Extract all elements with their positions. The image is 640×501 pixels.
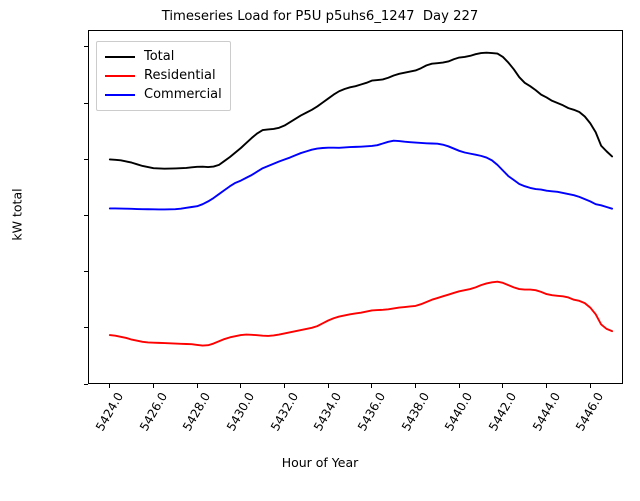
x-tick-label: 5430.0	[223, 390, 257, 434]
y-axis-label: kW total	[9, 188, 25, 241]
legend-item-total[interactable]: Total	[105, 47, 222, 66]
x-tick-mark	[153, 384, 155, 388]
chart-figure: Timeseries Load for P5U p5uhs6_1247 Day …	[9, 9, 623, 470]
x-tick-label: 5432.0	[267, 390, 301, 434]
plot-area	[88, 30, 623, 384]
x-tick-label: 5444.0	[529, 390, 563, 434]
x-tick-mark	[502, 384, 504, 388]
chart-legend: Total Residential Commercial	[96, 41, 231, 111]
x-tick-mark	[284, 384, 286, 388]
x-tick-mark	[415, 384, 417, 388]
legend-swatch-commercial	[105, 93, 135, 96]
x-tick-mark	[589, 384, 591, 388]
x-axis-label: Hour of Year	[281, 455, 359, 470]
x-tick-mark	[371, 384, 373, 388]
x-tick-label: 5434.0	[311, 390, 345, 434]
line-commercial	[108, 139, 614, 211]
x-tick-label: 5446.0	[573, 390, 607, 434]
legend-swatch-residential	[105, 74, 135, 77]
legend-label-total: Total	[144, 49, 175, 64]
plot-lines	[108, 51, 614, 347]
x-tick-label: 5440.0	[442, 390, 476, 434]
x-tick-mark	[546, 384, 548, 388]
x-tick-label: 5436.0	[354, 390, 388, 434]
x-tick-label: 5442.0	[485, 390, 520, 434]
x-tick-mark	[327, 384, 329, 388]
x-tick-mark	[458, 384, 460, 388]
x-tick-label: 5424.0	[92, 390, 126, 434]
legend-item-commercial[interactable]: Commercial	[105, 85, 222, 104]
legend-swatch-total	[105, 55, 135, 58]
x-tick-mark	[109, 384, 111, 388]
x-tick-mark	[240, 384, 242, 388]
legend-label-residential: Residential	[144, 68, 216, 83]
x-tick-label: 5426.0	[136, 390, 170, 434]
x-tick-mark	[196, 384, 198, 388]
x-tick-label: 5438.0	[398, 390, 432, 434]
chart-title: Timeseries Load for P5U p5uhs6_1247 Day …	[161, 9, 479, 24]
line-total	[108, 51, 614, 170]
line-residential	[108, 280, 614, 347]
legend-label-commercial: Commercial	[144, 87, 222, 102]
x-tick-label: 5428.0	[180, 390, 214, 434]
legend-item-residential[interactable]: Residential	[105, 66, 222, 85]
